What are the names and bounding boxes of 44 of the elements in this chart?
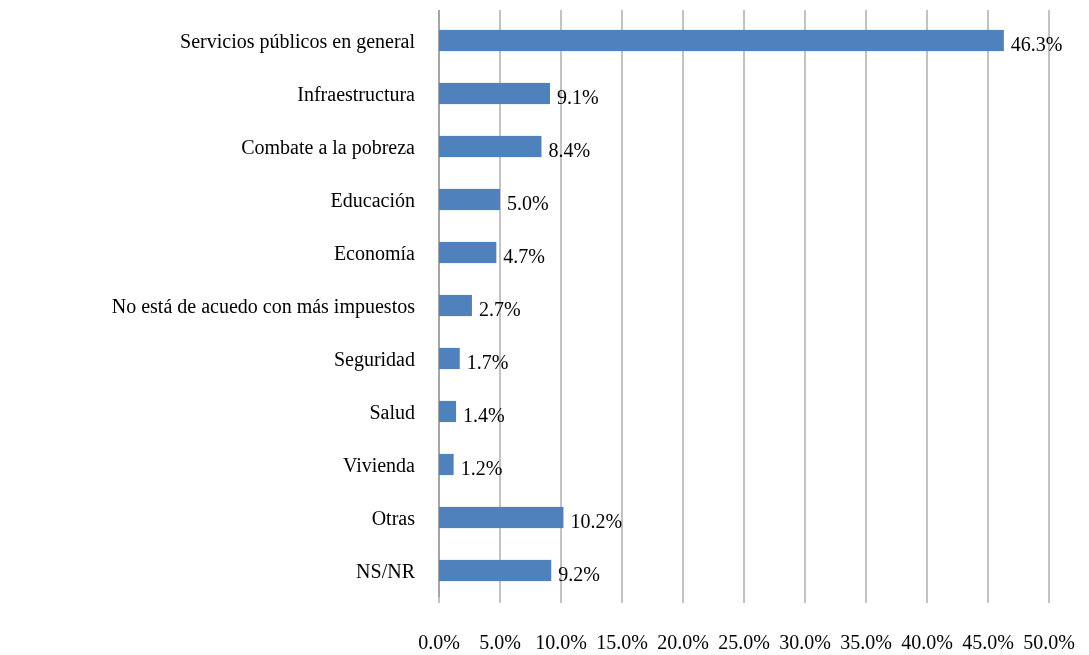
- bar: [439, 559, 552, 582]
- y-tick-label: Salud: [369, 400, 415, 423]
- bar: [439, 400, 457, 423]
- y-tick-label: Servicios públicos en general: [180, 29, 416, 53]
- x-tick-label: 10.0%: [535, 631, 587, 653]
- bar: [439, 453, 454, 476]
- data-label: 9.1%: [557, 85, 599, 108]
- bar: [439, 347, 460, 370]
- bar: [439, 135, 542, 158]
- x-tick-label: 35.0%: [840, 631, 892, 653]
- data-label: 8.4%: [548, 138, 591, 161]
- bar: [439, 188, 500, 211]
- y-tick-label: Educación: [330, 188, 415, 211]
- bar: [439, 506, 564, 529]
- x-tick-label: 30.0%: [779, 631, 831, 653]
- bar: [439, 241, 497, 264]
- y-tick-label: Economía: [333, 241, 416, 264]
- x-tick-label: 50.0%: [1023, 631, 1075, 653]
- x-tick-label: 45.0%: [962, 631, 1014, 653]
- data-label: 1.2%: [460, 456, 503, 479]
- x-tick-label: 0.0%: [418, 631, 460, 653]
- bar: [439, 294, 472, 317]
- data-label: 1.4%: [463, 403, 505, 426]
- data-label: 10.2%: [570, 509, 623, 532]
- y-tick-label: Vivienda: [342, 453, 416, 476]
- x-tick-label: 25.0%: [718, 631, 770, 653]
- data-label: 46.3%: [1010, 32, 1063, 55]
- x-tick-label: 5.0%: [479, 631, 521, 653]
- bar: [439, 82, 551, 105]
- y-tick-label: NS/NR: [356, 559, 416, 582]
- data-label: 1.7%: [466, 350, 509, 373]
- bar: [439, 29, 1004, 52]
- x-tick-label: 15.0%: [596, 631, 648, 653]
- y-tick-label: No está de acuedo con más impuestos: [111, 294, 416, 318]
- x-tick-label: 40.0%: [901, 631, 953, 653]
- data-label: 5.0%: [507, 191, 549, 214]
- y-tick-label: Otras: [371, 506, 416, 529]
- y-tick-label: Combate a la pobreza: [241, 135, 416, 159]
- y-tick-label: Infraestructura: [297, 82, 416, 105]
- y-tick-label: Seguridad: [333, 347, 415, 371]
- data-label: 9.2%: [558, 562, 600, 585]
- data-label: 4.7%: [503, 244, 546, 267]
- data-label: 2.7%: [478, 297, 521, 320]
- x-tick-label: 20.0%: [657, 631, 709, 653]
